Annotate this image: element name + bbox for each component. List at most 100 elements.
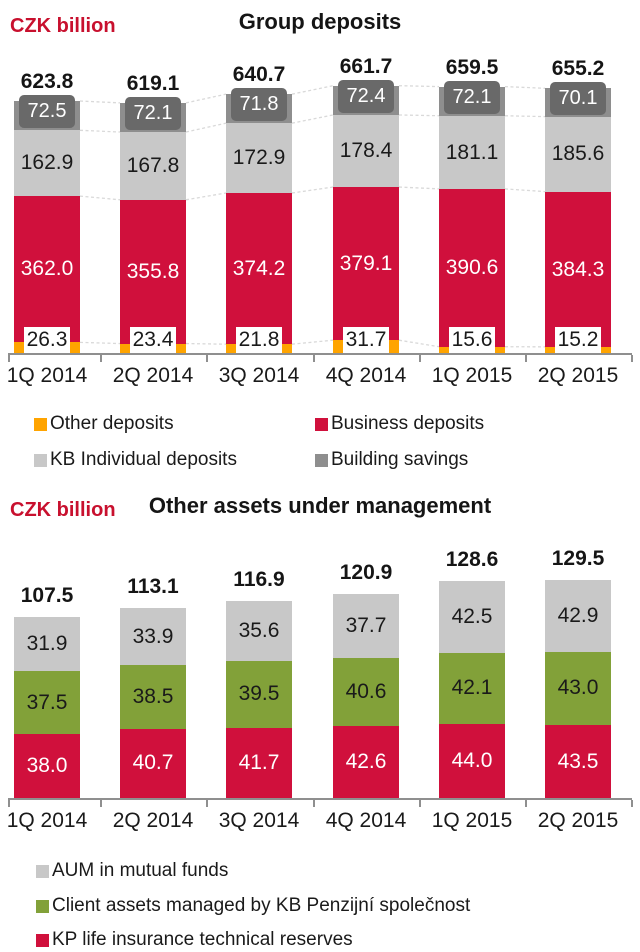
segment-value-label: 39.5 bbox=[238, 682, 280, 706]
segment-value-label: 38.0 bbox=[26, 754, 68, 777]
bar-segment-kb-individual-deposits bbox=[545, 116, 611, 192]
bar-total-label: 661.7 bbox=[339, 54, 393, 78]
axis-tick bbox=[312, 355, 315, 362]
segment-value-label: 374.2 bbox=[232, 257, 286, 281]
legend-label: AUM in mutual funds bbox=[52, 860, 229, 881]
segment-value-label: 355.8 bbox=[126, 259, 180, 283]
segment-value-label: 72.5 bbox=[19, 95, 75, 129]
bar-segment-kp-life-insurance-technical-reserves bbox=[226, 727, 292, 798]
legend-label: Client assets managed by KB Penzijní spo… bbox=[52, 895, 471, 916]
axis-unit-label: CZK billion bbox=[10, 499, 116, 521]
segment-value-label: 37.7 bbox=[345, 614, 387, 638]
segment-value-label: 178.4 bbox=[339, 138, 393, 162]
bar-total-label: 116.9 bbox=[233, 568, 285, 592]
segment-value-label: 42.5 bbox=[451, 605, 493, 629]
legend-label: Business deposits bbox=[331, 413, 485, 434]
segment-value-label: 38.5 bbox=[132, 684, 174, 708]
bar-segment-kp-life-insurance-technical-reserves bbox=[545, 724, 611, 798]
bar-segment-aum-in-mutual-funds bbox=[439, 581, 505, 653]
legend-item-business-deposits: Business deposits bbox=[315, 413, 484, 435]
legend-label: KB Individual deposits bbox=[50, 449, 237, 470]
segment-value-label: 384.3 bbox=[551, 257, 605, 281]
axis-tick bbox=[631, 355, 633, 362]
segment-value-label: 162.9 bbox=[20, 151, 74, 175]
segment-value-label: 15.2 bbox=[555, 327, 601, 353]
bar-segment-kb-individual-deposits bbox=[120, 132, 186, 200]
segment-value-label: 172.9 bbox=[232, 146, 286, 170]
segment-value-label: 42.6 bbox=[345, 750, 387, 774]
axis-tick bbox=[419, 355, 421, 362]
segment-value-label: 33.9 bbox=[132, 624, 174, 648]
bar-segment-business-deposits bbox=[545, 191, 611, 347]
segment-value-label: 35.6 bbox=[238, 619, 280, 643]
bar-total-label: 120.9 bbox=[339, 561, 393, 585]
legend-color-swatch bbox=[34, 417, 47, 431]
segment-value-label: 40.6 bbox=[345, 679, 387, 703]
legend-label: Building savings bbox=[331, 449, 469, 470]
bar-segment-business-deposits bbox=[439, 188, 505, 347]
segment-value-label: 390.6 bbox=[445, 255, 499, 279]
axis-unit-label: CZK billion bbox=[10, 15, 116, 37]
segment-value-label: 41.7 bbox=[238, 750, 280, 774]
legend-label: Other deposits bbox=[50, 413, 174, 434]
legend-item-building-savings: Building savings bbox=[315, 449, 468, 471]
x-axis-label: 2Q 2015 bbox=[537, 364, 619, 387]
segment-value-label: 72.1 bbox=[125, 96, 181, 130]
x-axis-label: 3Q 2014 bbox=[218, 809, 300, 832]
segment-value-label: 42.1 bbox=[451, 676, 493, 699]
x-axis-label: 1Q 2015 bbox=[431, 364, 513, 387]
x-axis-label: 2Q 2014 bbox=[112, 364, 194, 387]
segment-value-label: 71.8 bbox=[231, 88, 287, 122]
bar-total-label: 129.5 bbox=[551, 547, 605, 571]
segment-value-label: 23.4 bbox=[130, 327, 176, 353]
bar-segment-kb-individual-deposits bbox=[333, 114, 399, 188]
segment-value-label: 43.0 bbox=[557, 676, 599, 700]
bar-segment-client-assets-managed-by-kb-penzijn-spole-nost bbox=[333, 657, 399, 727]
legend-color-swatch bbox=[36, 864, 49, 878]
legend-color-swatch bbox=[34, 453, 47, 467]
segment-value-label: 72.1 bbox=[444, 80, 500, 114]
bar-segment-kp-life-insurance-technical-reserves bbox=[120, 729, 186, 798]
bar-total-label: 659.5 bbox=[445, 55, 499, 79]
bar-segment-kb-individual-deposits bbox=[439, 115, 505, 189]
x-axis-label: 1Q 2014 bbox=[6, 364, 88, 387]
axis-tick bbox=[312, 800, 315, 807]
bar-segment-client-assets-managed-by-kb-penzijn-spole-nost bbox=[545, 652, 611, 725]
segment-value-label: 362.0 bbox=[20, 257, 74, 281]
bar-total-label: 107.5 bbox=[20, 584, 74, 608]
bar-total-label: 623.8 bbox=[20, 70, 74, 94]
segment-value-label: 167.8 bbox=[126, 154, 180, 177]
bar-total-label: 655.2 bbox=[551, 57, 605, 81]
legend-color-swatch bbox=[36, 899, 49, 913]
legend-color-swatch bbox=[36, 933, 49, 947]
bar-total-label: 619.1 bbox=[126, 71, 180, 95]
axis-tick bbox=[100, 800, 102, 807]
bar-segment-kp-life-insurance-technical-reserves bbox=[333, 726, 399, 798]
segment-value-label: 185.6 bbox=[551, 141, 605, 165]
segment-value-label: 43.5 bbox=[557, 749, 599, 773]
legend-item-other-deposits: Other deposits bbox=[34, 413, 174, 435]
bar-total-label: 113.1 bbox=[127, 574, 179, 598]
chart-title-group-deposits: Group deposits bbox=[238, 9, 402, 34]
x-axis-label: 4Q 2014 bbox=[325, 364, 407, 387]
axis-tick bbox=[8, 800, 10, 807]
segment-value-label: 44.0 bbox=[451, 748, 493, 772]
segment-value-label: 26.3 bbox=[24, 327, 70, 353]
axis-tick bbox=[8, 355, 10, 362]
legend-color-swatch bbox=[315, 417, 328, 431]
legend-item-kb-individual-deposits: KB Individual deposits bbox=[34, 449, 237, 471]
bar-total-label: 128.6 bbox=[445, 548, 499, 572]
bar-segment-aum-in-mutual-funds bbox=[545, 580, 611, 653]
legend-item-client-assets-managed-by-kb-penzijn-spole-nost: Client assets managed by KB Penzijní spo… bbox=[36, 895, 470, 917]
bar-segment-client-assets-managed-by-kb-penzijn-spole-nost bbox=[14, 670, 80, 734]
axis-tick bbox=[206, 800, 208, 807]
bar-segment-client-assets-managed-by-kb-penzijn-spole-nost bbox=[439, 653, 505, 724]
axis-tick bbox=[419, 800, 421, 807]
x-axis-label: 3Q 2014 bbox=[218, 364, 300, 387]
x-axis-line bbox=[8, 798, 632, 800]
bar-segment-business-deposits bbox=[120, 199, 186, 344]
axis-tick bbox=[631, 800, 633, 807]
bar-segment-aum-in-mutual-funds bbox=[120, 607, 186, 665]
